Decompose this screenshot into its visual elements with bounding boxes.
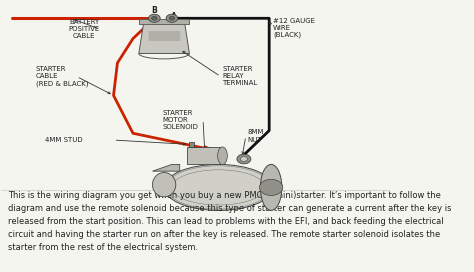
- Ellipse shape: [218, 147, 228, 165]
- Text: starter from the rest of the electrical system.: starter from the rest of the electrical …: [9, 243, 199, 252]
- Text: STARTER
RELAY
TERMINAL: STARTER RELAY TERMINAL: [222, 66, 258, 86]
- Text: B: B: [152, 6, 157, 15]
- Circle shape: [169, 16, 174, 20]
- Circle shape: [166, 14, 178, 22]
- Bar: [190, 142, 194, 147]
- Text: 4MM STUD: 4MM STUD: [46, 137, 83, 143]
- Text: A: A: [171, 13, 177, 21]
- Bar: [188, 147, 222, 164]
- Text: diagram and use the remote solenoid because this type of starter can generate a : diagram and use the remote solenoid beca…: [9, 205, 452, 214]
- Polygon shape: [139, 21, 190, 54]
- Circle shape: [152, 16, 157, 20]
- Text: STARTER
CABLE
(RED & BLACK): STARTER CABLE (RED & BLACK): [36, 66, 88, 87]
- Text: BATTERY
POSITIVE
CABLE: BATTERY POSITIVE CABLE: [69, 19, 100, 39]
- Circle shape: [237, 154, 251, 164]
- Polygon shape: [153, 164, 180, 171]
- Text: released from the start position. This can lead to problems with the EFI, and ba: released from the start position. This c…: [9, 217, 444, 227]
- Text: circuit and having the starter run on after the key is released. The remote star: circuit and having the starter run on af…: [9, 230, 441, 239]
- Text: STARTER
MOTOR
SOLENOID: STARTER MOTOR SOLENOID: [162, 110, 198, 130]
- Ellipse shape: [153, 172, 176, 197]
- Ellipse shape: [164, 164, 273, 211]
- Circle shape: [148, 14, 160, 22]
- Text: #12 GAUGE
WIRE
(BLACK): #12 GAUGE WIRE (BLACK): [273, 17, 315, 38]
- Text: 8MM
NUT: 8MM NUT: [248, 129, 264, 143]
- Bar: [139, 19, 190, 24]
- Text: This is the wiring diagram you get when you buy a new PMGR (mini)starter. It’s i: This is the wiring diagram you get when …: [9, 191, 441, 200]
- Circle shape: [240, 157, 247, 162]
- Ellipse shape: [260, 164, 282, 211]
- Circle shape: [259, 179, 283, 196]
